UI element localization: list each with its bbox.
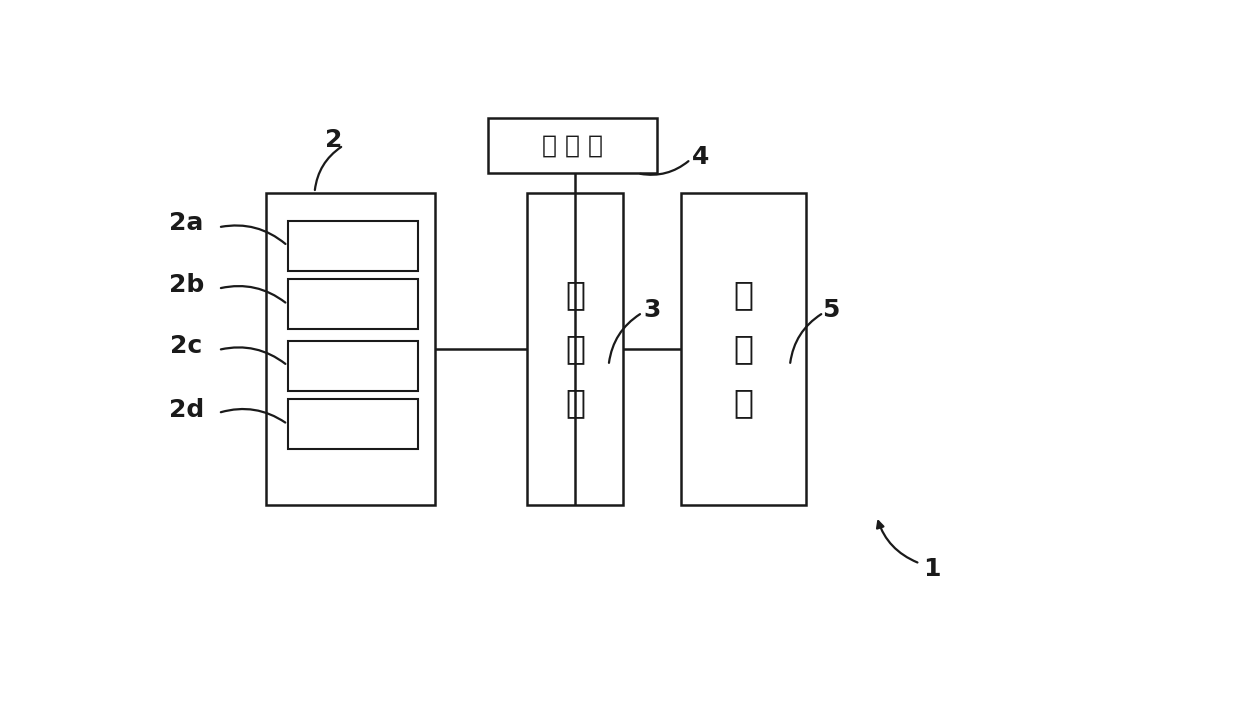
Text: 2c: 2c [170, 334, 203, 358]
Text: 5: 5 [822, 298, 838, 322]
Bar [266, 193, 435, 505]
Bar [488, 117, 657, 173]
Bar [526, 193, 623, 505]
Bar [287, 221, 418, 271]
Text: 表
示
部: 表 示 部 [734, 279, 754, 419]
Text: 2d: 2d [169, 398, 204, 422]
Text: 4: 4 [692, 145, 709, 169]
Text: 2a: 2a [169, 211, 204, 235]
Text: 2b: 2b [169, 273, 204, 297]
Bar [287, 399, 418, 449]
Text: 1: 1 [923, 557, 940, 581]
Bar [287, 340, 418, 391]
Bar [680, 193, 806, 505]
Text: 2: 2 [325, 128, 342, 152]
Text: 制
御
部: 制 御 部 [565, 279, 585, 419]
Text: 記 憶 部: 記 憶 部 [542, 133, 603, 157]
Text: 3: 3 [643, 298, 661, 322]
Bar [287, 279, 418, 329]
